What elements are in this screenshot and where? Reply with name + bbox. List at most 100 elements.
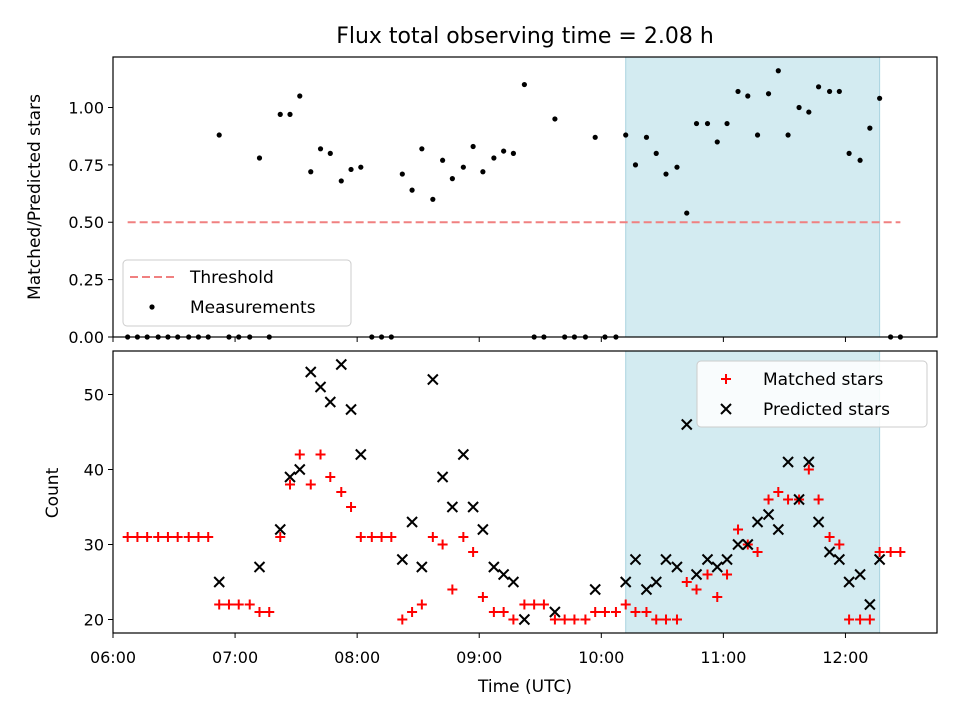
- measurement-point: [754, 132, 761, 138]
- measurement-point: [216, 132, 222, 138]
- matched-star-point: [285, 479, 296, 490]
- matched-star-point: [346, 502, 357, 512]
- predicted-star-point: [477, 523, 489, 536]
- matched-star-point: [610, 607, 621, 617]
- ratio-y-tick-label: 1.00: [68, 98, 104, 117]
- measurement-point: [338, 178, 344, 184]
- matched-star-point: [803, 464, 814, 475]
- measurement-point: [632, 162, 639, 168]
- measurement-point: [297, 93, 303, 99]
- predicted-star-point: [803, 456, 815, 468]
- matched-star-point: [366, 532, 377, 542]
- predicted-star-point: [467, 501, 479, 513]
- measurement-point: [704, 120, 711, 127]
- predicted-star-point: [274, 523, 286, 536]
- measurement-point: [409, 187, 415, 193]
- count-y-tick-label: 50: [84, 386, 104, 405]
- matched-star-point: [355, 532, 366, 542]
- measurement-point: [867, 125, 873, 131]
- measurement-point: [480, 169, 486, 175]
- ratio-axes-frame: [112, 56, 938, 338]
- measurement-point: [470, 143, 476, 150]
- predicted-star-point: [843, 576, 855, 588]
- ratio-y-tick-label: 0.00: [68, 328, 104, 347]
- matched-star-point: [498, 607, 509, 617]
- matched-star-point: [214, 599, 225, 610]
- matched-star-point: [813, 494, 824, 505]
- matched-star-point: [458, 532, 469, 542]
- predicted-star-point: [823, 546, 836, 558]
- matched-star-point: [325, 472, 336, 482]
- predicted-star-point: [854, 568, 866, 581]
- matched-star-point: [172, 532, 183, 542]
- matched-star-point: [254, 607, 265, 617]
- predicted-star-point: [732, 538, 744, 551]
- measurement-point: [287, 111, 293, 117]
- count-y-tick-label: 20: [84, 611, 104, 630]
- predicted-star-point: [314, 381, 327, 393]
- matched-star-point: [855, 614, 866, 625]
- predicted-star-point: [457, 448, 470, 461]
- measurement-point: [663, 171, 669, 177]
- chart-title: Flux total observing time = 2.08 h: [336, 24, 714, 49]
- measurement-point: [501, 148, 507, 154]
- matched-star-point: [671, 614, 682, 625]
- predicted-star-point: [335, 358, 347, 371]
- measurement-point: [256, 155, 263, 161]
- matched-star-point: [203, 532, 214, 542]
- measurement-point: [358, 164, 364, 170]
- predicted-star-point: [284, 471, 296, 483]
- ratio-legend-box: [122, 259, 352, 327]
- measurement-point: [857, 157, 863, 163]
- measurement-point: [440, 157, 446, 163]
- measurement-point: [419, 146, 425, 152]
- matched-star-point: [508, 614, 519, 625]
- matched-star-point: [519, 599, 530, 610]
- matched-star-point: [397, 614, 408, 625]
- predicted-star-point: [416, 561, 428, 573]
- matched-star-point: [233, 599, 244, 610]
- matched-star-point: [193, 532, 204, 542]
- threshold-legend-label: Threshold: [189, 268, 274, 288]
- measurement-point: [775, 68, 781, 74]
- measurement-point: [785, 132, 791, 138]
- count-y-axis-label: Count: [43, 467, 63, 518]
- predicted-star-point: [772, 523, 785, 536]
- predicted-star-point: [253, 561, 266, 573]
- predicted-star-point: [436, 471, 449, 483]
- predicted-star-point: [812, 516, 825, 528]
- matched-star-point: [386, 532, 397, 542]
- matched-star-point: [824, 532, 835, 542]
- x-tick-label: 11:00: [700, 648, 746, 667]
- ratio-y-axis-label: Matched/Predicted stars: [25, 94, 45, 300]
- matched-star-point: [620, 599, 631, 610]
- matched-star-point: [223, 599, 234, 610]
- predicted-star-point: [620, 576, 632, 588]
- predicted-star-point: [721, 553, 733, 566]
- predicted-star-point: [690, 568, 703, 581]
- predicted-star-point: [873, 553, 886, 566]
- matched-star-point: [488, 607, 499, 617]
- matched-star-point: [132, 532, 143, 542]
- matched-star-point: [763, 494, 774, 505]
- matched-star-point: [427, 532, 438, 542]
- matched-star-point: [752, 547, 763, 557]
- matched-star-point: [538, 599, 549, 610]
- predicted-star-point: [396, 553, 409, 566]
- matched-star-point: [559, 614, 570, 625]
- measurement-point: [846, 150, 852, 156]
- predicted-star-point: [518, 613, 531, 626]
- measurement-point: [836, 88, 842, 95]
- measurement-point: [745, 93, 751, 99]
- matched-star-point: [733, 524, 744, 535]
- matched-star-point: [437, 539, 448, 550]
- measurement-point: [592, 134, 598, 140]
- measurement-point: [623, 132, 629, 138]
- matched-star-point: [529, 599, 540, 610]
- measurement-point: [277, 111, 283, 117]
- predicted-star-point: [446, 501, 459, 513]
- predicted-star-point: [507, 576, 520, 588]
- matched-star-point: [315, 449, 326, 460]
- predicted-star-point: [681, 418, 693, 431]
- predicted-star-point: [751, 516, 764, 528]
